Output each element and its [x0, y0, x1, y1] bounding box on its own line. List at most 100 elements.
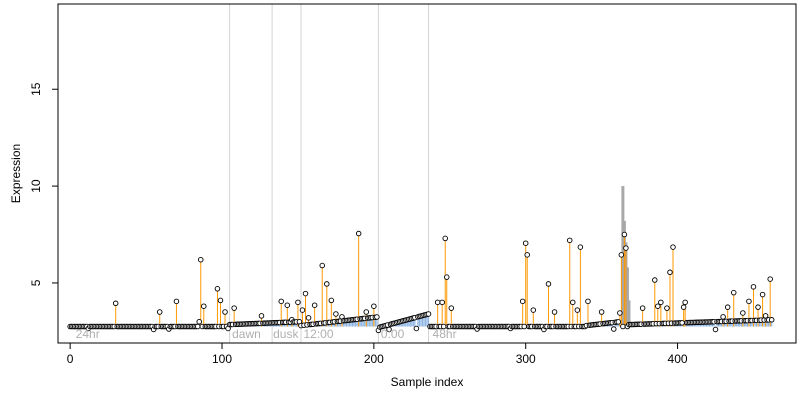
data-point: [577, 244, 584, 250]
data-point: [667, 269, 673, 276]
data-point: [434, 299, 441, 306]
spike-lines: [115, 233, 771, 327]
y-axis-label: Expression: [9, 144, 23, 203]
x-axis-label: Sample index: [391, 375, 464, 389]
data-point: [658, 299, 664, 306]
data-point: [328, 297, 335, 304]
data-point: [371, 303, 377, 309]
data-point: [197, 256, 204, 263]
data-point: [196, 318, 202, 325]
data-point: [194, 323, 201, 330]
data-point: [750, 284, 757, 290]
data-point: [585, 298, 591, 305]
data-point: [551, 309, 558, 315]
data-point: [759, 291, 766, 298]
data-point: [620, 323, 626, 330]
phase-labels: 24hr dawn dusk 12:00 0:00 48hr: [76, 327, 457, 341]
data-point: [768, 317, 775, 323]
data-point: [324, 281, 330, 287]
phase-label: 0:00: [381, 327, 405, 341]
data-point: [305, 315, 312, 321]
y-tick-label: 15: [29, 82, 43, 96]
data-point: [112, 300, 119, 307]
data-point: [448, 305, 455, 311]
data-point: [319, 262, 325, 269]
data-point: [570, 299, 576, 306]
data-point: [746, 298, 752, 305]
data-point: [655, 303, 661, 309]
data-point: [425, 311, 432, 317]
data-point: [439, 299, 445, 306]
data-point: [374, 314, 380, 320]
y-tick-label: 10: [29, 179, 43, 193]
phase-label: 48hr: [433, 327, 457, 341]
data-point: [598, 309, 605, 315]
data-point: [680, 304, 687, 310]
data-point: [720, 314, 726, 320]
data-point: [524, 252, 530, 258]
data-point: [299, 307, 306, 313]
data-point: [652, 277, 658, 283]
data-point: [386, 326, 392, 333]
plot-box: [57, 3, 797, 344]
gray-bar: [627, 300, 631, 327]
data-point: [767, 276, 773, 282]
x-tick-label: 300: [516, 352, 536, 366]
data-point: [222, 309, 228, 315]
data-point: [664, 305, 670, 311]
data-point: [258, 313, 265, 319]
data-point: [442, 235, 448, 242]
data-point: [611, 326, 617, 332]
phase-label: dawn: [232, 327, 261, 341]
data-point: [443, 274, 450, 280]
gray-bar: [625, 267, 629, 327]
data-point: [284, 302, 291, 308]
data-point: [333, 311, 339, 317]
data-point: [521, 323, 527, 330]
phase-lines: [229, 4, 430, 343]
data-point: [740, 310, 746, 316]
phase-label: dusk: [273, 327, 299, 341]
data-point: [530, 307, 537, 313]
data-point: [522, 240, 529, 246]
points: [67, 230, 775, 334]
data-point: [639, 305, 646, 311]
data-point: [217, 297, 224, 304]
data-point: [618, 252, 625, 258]
data-point: [623, 245, 629, 251]
data-point: [355, 230, 362, 237]
data-point: [214, 286, 221, 292]
data-point: [156, 309, 163, 315]
x-tick-label: 100: [212, 352, 232, 366]
x-tick-label: 400: [668, 352, 688, 366]
x-tick-label: 200: [364, 352, 384, 366]
data-point: [755, 304, 761, 310]
data-point: [574, 307, 581, 313]
data-point: [302, 290, 309, 297]
phase-label: 24hr: [76, 327, 100, 341]
data-point: [617, 310, 623, 316]
data-point: [363, 309, 370, 315]
data-point: [201, 303, 207, 309]
data-point: [278, 298, 284, 305]
data-point: [615, 319, 622, 325]
data-point: [173, 298, 180, 305]
data-point: [682, 299, 688, 306]
axes: 0 100 200 300 400 5 10 15: [29, 82, 688, 366]
data-point: [566, 237, 573, 244]
data-point: [295, 299, 301, 306]
data-point: [679, 320, 685, 326]
x-tick-label: 0: [67, 352, 74, 366]
data-point: [621, 231, 628, 238]
y-tick-label: 5: [29, 279, 43, 286]
data-point: [730, 289, 737, 296]
data-point: [712, 326, 719, 333]
phase-label: 12:00: [303, 327, 333, 341]
data-point: [670, 244, 676, 250]
data-point: [545, 281, 552, 287]
data-point: [311, 302, 318, 308]
data-point: [231, 305, 237, 311]
data-point: [724, 304, 731, 310]
